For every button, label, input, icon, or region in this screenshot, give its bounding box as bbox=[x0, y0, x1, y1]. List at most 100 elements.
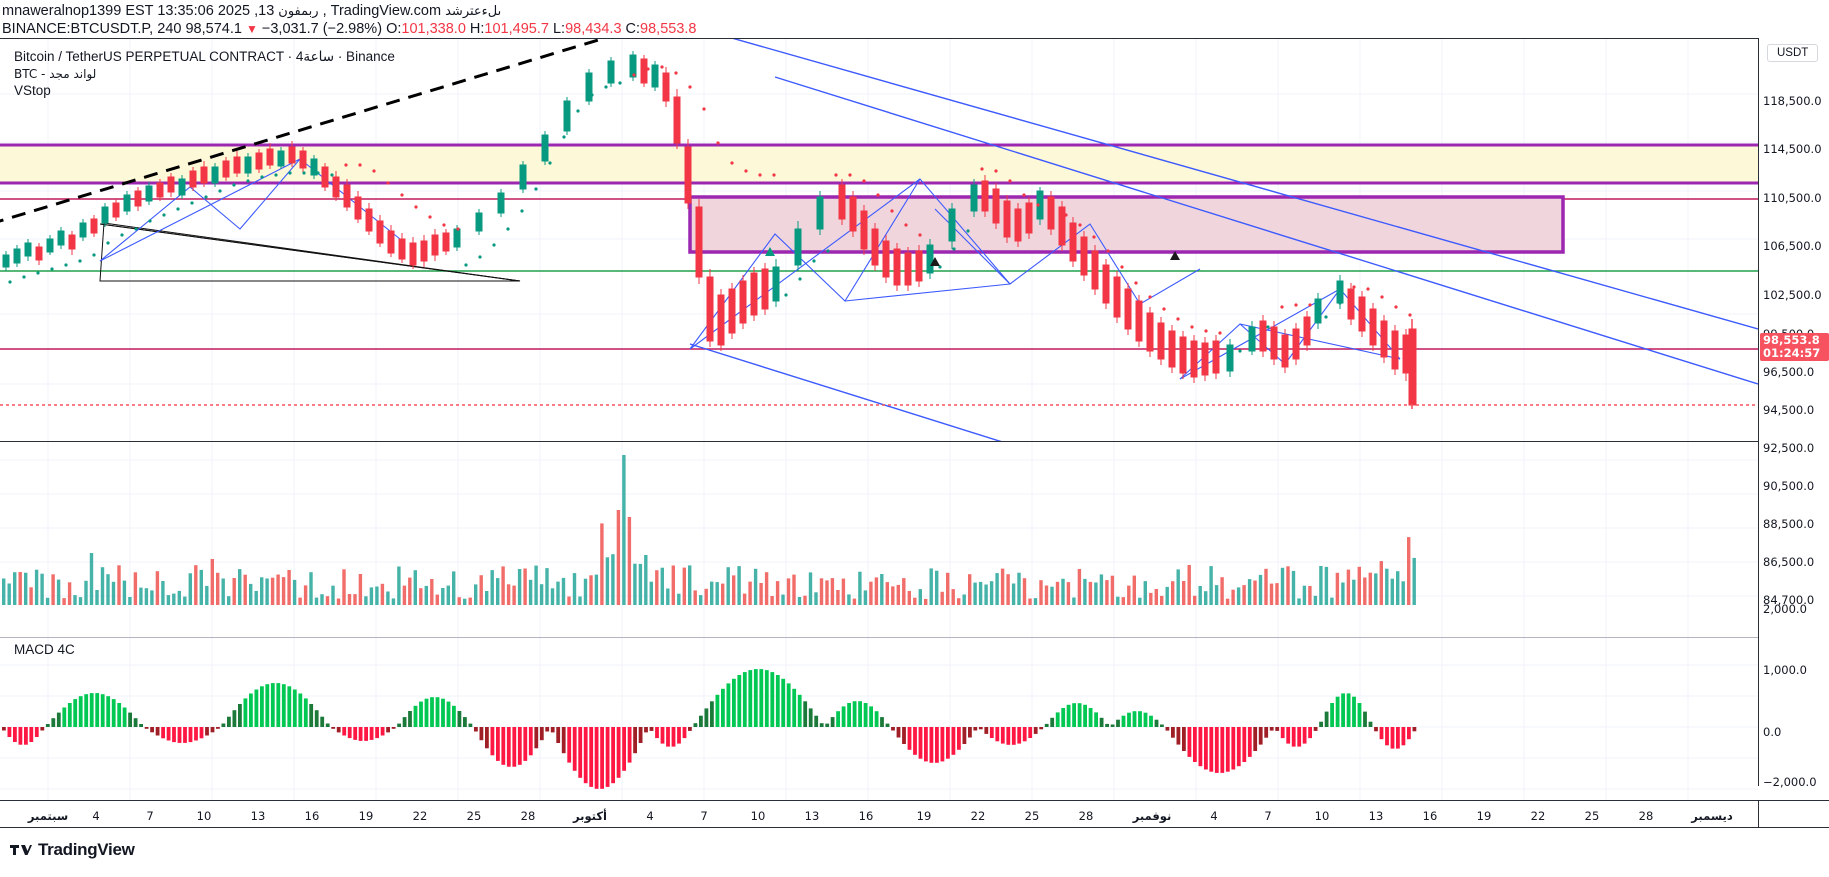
volume-bar bbox=[550, 588, 555, 605]
macd-bar bbox=[1066, 704, 1071, 727]
macd-axis-label: 2,000.0 bbox=[1763, 602, 1807, 616]
macd-bar bbox=[1374, 727, 1378, 732]
volume-bar bbox=[1357, 566, 1361, 605]
volume-bar bbox=[320, 594, 324, 605]
volume-bar bbox=[1225, 598, 1230, 605]
macd-bar bbox=[1149, 715, 1153, 727]
header-close-label: C: bbox=[625, 21, 641, 37]
macd-bar bbox=[314, 710, 319, 727]
tradingview-logo[interactable]: TradingView bbox=[10, 840, 135, 860]
macd-axis-label-last: −2,000.0 bbox=[1763, 775, 1817, 789]
volume-bar bbox=[13, 572, 17, 605]
volume-bar bbox=[989, 581, 994, 605]
macd-bar bbox=[161, 727, 165, 739]
volume-bar bbox=[666, 588, 670, 605]
volume-bar bbox=[1138, 597, 1142, 605]
volume-gridlines bbox=[0, 459, 1758, 597]
candlestick-series bbox=[2, 51, 1417, 409]
currency-chip[interactable]: USDT bbox=[1767, 44, 1819, 62]
macd-bar bbox=[479, 727, 484, 741]
macd-bar bbox=[408, 711, 412, 727]
volume-bar bbox=[397, 566, 401, 605]
macd-bar bbox=[1072, 703, 1076, 727]
volume-bar bbox=[1269, 583, 1274, 605]
macd-bar bbox=[188, 727, 193, 743]
black-dashed-trendline[interactable] bbox=[0, 39, 628, 224]
macd-bar bbox=[210, 727, 215, 733]
last-price-badge[interactable]: 98,553.8 01:24:57 bbox=[1760, 333, 1829, 361]
volume-bar bbox=[1132, 575, 1136, 605]
macd-bar bbox=[556, 727, 561, 743]
volume-bar bbox=[1374, 573, 1378, 605]
black-wedge[interactable] bbox=[99, 222, 521, 282]
volume-bar bbox=[1319, 566, 1323, 605]
macd-pane[interactable]: MACD 4C bbox=[0, 637, 1758, 800]
volume-bar bbox=[830, 578, 835, 605]
tradingview-wordmark: TradingView bbox=[38, 840, 135, 859]
macd-legend[interactable]: MACD 4C bbox=[14, 642, 75, 658]
volume-bar bbox=[155, 571, 160, 605]
volume-bar bbox=[1412, 557, 1416, 605]
macd-bar bbox=[644, 727, 648, 733]
macd-bar bbox=[1379, 727, 1384, 740]
macd-bar bbox=[249, 693, 253, 727]
volume-bar bbox=[161, 581, 165, 605]
time-tick: 4 bbox=[646, 809, 654, 823]
volume-bar bbox=[715, 582, 719, 605]
header-meta-line: mnaweralnop1399 EST 13:35:06 2025 ,13 رب… bbox=[2, 2, 1829, 20]
price-axis[interactable]: USDT 118,500.0 114,500.0 110,500.0 106,5… bbox=[1758, 38, 1829, 801]
volume-bar bbox=[249, 583, 253, 605]
price-axis-label: 96,500.0 bbox=[1763, 365, 1815, 379]
macd-bar bbox=[946, 727, 950, 759]
macd-bar bbox=[446, 701, 451, 727]
price-axis-label: 106,500.0 bbox=[1763, 239, 1822, 253]
volume-bar bbox=[386, 591, 390, 605]
time-axis[interactable]: سبتمبر 4 7 10 13 16 19 22 25 28 أكتوبر 4… bbox=[0, 800, 1758, 828]
btc-overlay-label: BTC - لواند مجد bbox=[14, 67, 97, 81]
volume-bar bbox=[375, 586, 379, 605]
macd-bar bbox=[216, 727, 220, 729]
macd-bar bbox=[539, 727, 544, 741]
macd-bar bbox=[270, 683, 275, 727]
macd-bar bbox=[528, 727, 533, 756]
time-tick: 10 bbox=[750, 809, 766, 823]
signal-markers bbox=[765, 247, 1180, 266]
macd-bar bbox=[402, 717, 407, 727]
macd-bar bbox=[759, 669, 764, 727]
volume-bar bbox=[633, 563, 637, 605]
volume-bar bbox=[419, 588, 423, 605]
macd-bar bbox=[830, 717, 835, 727]
volume-bar bbox=[918, 589, 922, 605]
header-interval[interactable]: 240 bbox=[157, 21, 182, 37]
macd-bar bbox=[441, 698, 445, 727]
price-pane[interactable]: Bitcoin / TetherUS PERPETUAL CONTRACT · … bbox=[0, 38, 1758, 441]
volume-pane[interactable] bbox=[0, 441, 1758, 637]
volume-bar bbox=[1214, 585, 1219, 605]
volume-bar bbox=[1330, 597, 1334, 605]
main-series-legend[interactable]: Bitcoin / TetherUS PERPETUAL CONTRACT · … bbox=[14, 49, 395, 65]
time-tick: 22 bbox=[412, 809, 428, 823]
macd-bar bbox=[117, 703, 122, 727]
macd-bar bbox=[375, 727, 379, 739]
volume-bar bbox=[501, 566, 505, 605]
volume-bar bbox=[1258, 574, 1263, 605]
volume-bar bbox=[1297, 598, 1301, 605]
macd-bar bbox=[633, 727, 637, 754]
volume-bar bbox=[534, 565, 538, 605]
btc-overlay-legend[interactable]: BTC - لواند مجد bbox=[14, 66, 96, 82]
volume-bar bbox=[479, 575, 483, 605]
time-tick: 4 bbox=[1210, 809, 1218, 823]
volume-bar bbox=[34, 569, 39, 605]
header-month-arabic: ربمفون bbox=[278, 4, 319, 19]
volume-bar bbox=[1028, 598, 1032, 605]
macd-bar bbox=[133, 718, 138, 727]
volume-bar bbox=[682, 567, 686, 605]
pink-resistance-box[interactable] bbox=[688, 195, 1565, 254]
vstop-legend[interactable]: VStop bbox=[14, 83, 51, 99]
macd-bar bbox=[666, 727, 670, 747]
price-axis-label: 94,500.0 bbox=[1763, 403, 1815, 417]
header-symbol[interactable]: BINANCE:BTCUSDT.P, bbox=[2, 21, 154, 37]
macd-bar bbox=[309, 704, 314, 727]
macd-bar bbox=[18, 727, 23, 745]
time-tick: 22 bbox=[970, 809, 986, 823]
